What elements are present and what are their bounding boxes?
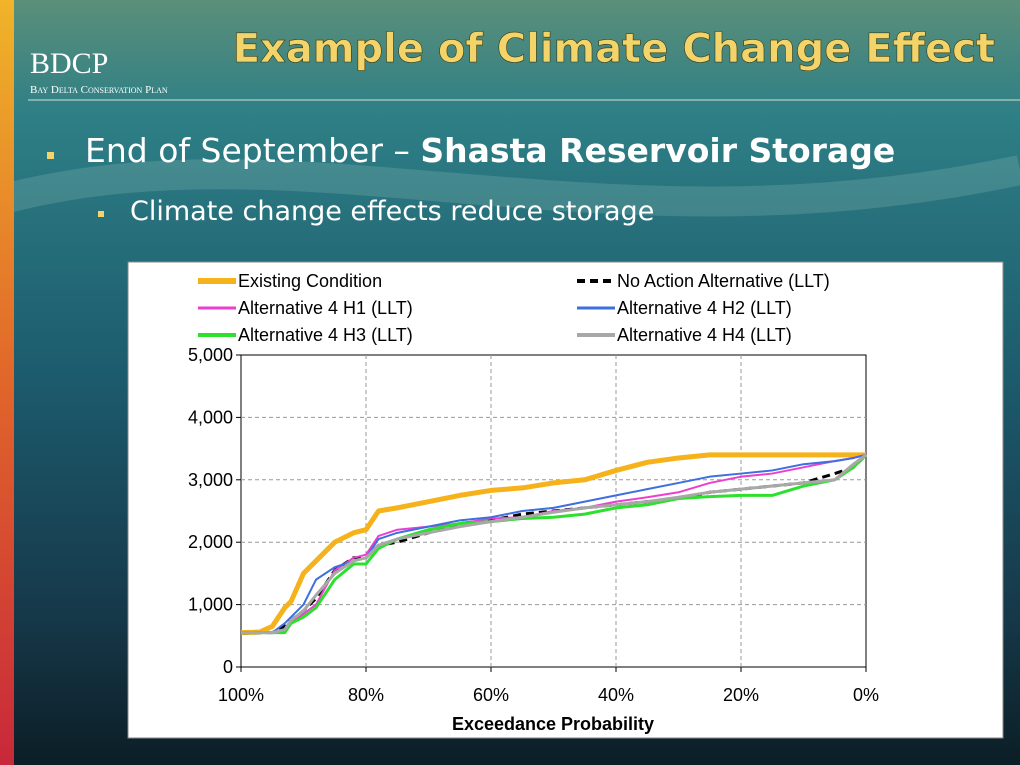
series-line <box>241 453 868 635</box>
sub-bullet: Climate change effects reduce storage <box>130 196 654 227</box>
bullet: End of September – Shasta Reservoir Stor… <box>85 131 895 170</box>
x-tick-label: 100% <box>218 685 264 705</box>
legend-label: Alternative 4 H2 (LLT) <box>617 298 792 318</box>
swoosh <box>0 155 1020 217</box>
bullet-emphasis: Shasta Reservoir Storage <box>420 131 895 170</box>
y-tick-label: 5,000 <box>188 345 233 365</box>
y-tick-label: 1,000 <box>188 595 233 615</box>
logo-subtitle: Bay Delta Conservation Plan <box>30 84 168 96</box>
x-tick-label: 80% <box>348 685 384 705</box>
x-tick-label: 20% <box>723 685 759 705</box>
y-tick-label: 3,000 <box>188 470 233 490</box>
legend-label: Alternative 4 H4 (LLT) <box>617 325 792 345</box>
bullet-marker <box>47 152 54 159</box>
series-line <box>241 453 867 634</box>
side-strip <box>0 0 14 765</box>
x-tick-label: 40% <box>598 685 634 705</box>
x-tick-label: 60% <box>473 685 509 705</box>
legend-label: Existing Condition <box>238 271 382 291</box>
series-line <box>241 453 867 635</box>
series-line <box>240 452 866 636</box>
slide-title: Example of Climate Change Effect <box>233 26 995 72</box>
legend-label: Alternative 4 H3 (LLT) <box>238 325 413 345</box>
x-tick-label: 0% <box>853 685 879 705</box>
bullet-text: End of September – <box>85 131 410 170</box>
logo: BDCP <box>30 47 108 80</box>
sub-bullet-marker <box>98 211 104 217</box>
legend-label: Alternative 4 H1 (LLT) <box>238 298 413 318</box>
y-tick-label: 0 <box>223 657 233 677</box>
y-tick-label: 4,000 <box>188 407 233 427</box>
x-axis-label: Exceedance Probability <box>452 714 654 734</box>
legend-label: No Action Alternative (LLT) <box>617 271 830 291</box>
y-tick-label: 2,000 <box>188 532 233 552</box>
